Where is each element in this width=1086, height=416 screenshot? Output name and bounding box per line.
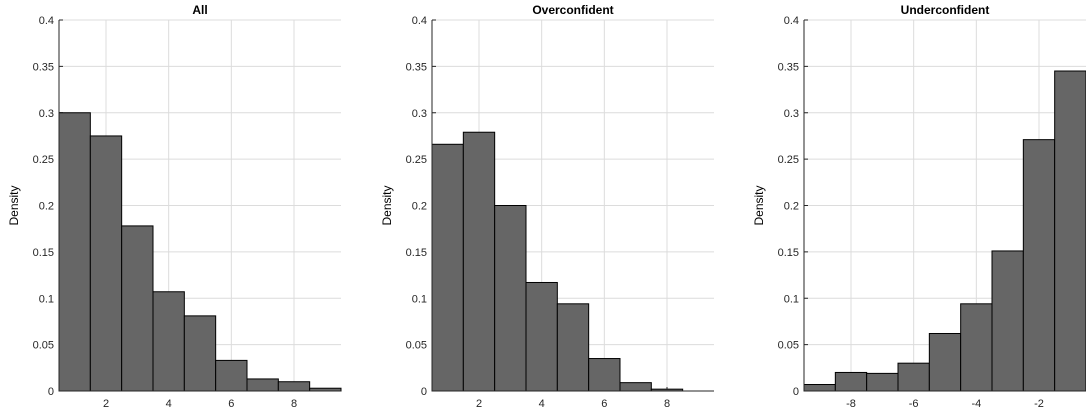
y-tick-label: 0.3 <box>784 108 799 120</box>
x-tick-label: 8 <box>291 398 297 410</box>
y-tick-label: 0.05 <box>778 340 799 352</box>
histogram-bar <box>246 378 279 392</box>
axis-lines <box>431 20 714 392</box>
y-tick-label: 0.15 <box>406 247 427 259</box>
y-tick-label: 0 <box>421 386 427 398</box>
x-tick-label: -6 <box>909 398 919 410</box>
histogram-bar <box>619 382 652 392</box>
chart-title: All <box>192 3 207 17</box>
histogram-bar <box>494 205 527 392</box>
histogram-bar <box>183 315 217 392</box>
y-axis-label: Density <box>752 185 766 225</box>
y-tick-label: 0.1 <box>784 293 799 305</box>
histogram-bar <box>215 359 248 392</box>
y-axis-label: Density <box>380 185 394 225</box>
histogram-bar <box>525 281 558 392</box>
y-tick-label: 0.25 <box>778 154 799 166</box>
histogram-bar <box>431 143 464 392</box>
histogram-bar <box>928 332 962 392</box>
y-tick-label: 0.05 <box>406 340 427 352</box>
y-tick-label: 0.15 <box>33 247 54 259</box>
x-tick-label: 2 <box>103 398 109 410</box>
x-tick-label: 4 <box>166 398 172 410</box>
x-tick-label: 4 <box>539 398 545 410</box>
y-tick-label: 0.2 <box>784 201 799 213</box>
histogram-bar <box>462 131 496 392</box>
histogram-bar <box>803 384 836 392</box>
histogram-bar <box>834 371 868 392</box>
histogram-bar <box>121 225 154 392</box>
histogram-bar <box>866 372 899 392</box>
y-tick-label: 0.25 <box>406 154 427 166</box>
y-tick-label: 0.3 <box>39 108 54 120</box>
y-tick-label: 0 <box>48 386 54 398</box>
y-tick-label: 0 <box>793 386 799 398</box>
x-tick-label: 6 <box>601 398 607 410</box>
y-tick-label: 0.2 <box>412 201 427 213</box>
y-tick-label: 0.35 <box>33 61 54 73</box>
x-tick-label: 8 <box>664 398 670 410</box>
y-tick-label: 0.4 <box>784 15 799 27</box>
y-tick-label: 0.4 <box>412 15 427 27</box>
y-tick-label: 0.2 <box>39 201 54 213</box>
y-tick-label: 0.1 <box>412 293 427 305</box>
histogram-bar <box>991 250 1024 392</box>
chart-title: Underconfident <box>901 3 990 17</box>
histogram-bar <box>58 112 91 392</box>
chart-panel-3: 0 0.05 0.1 0.15 0.2 0.25 0.3 0.35 0.4 -8 -6 -4 -2 Und… <box>752 3 1086 410</box>
histogram-bar <box>960 303 993 392</box>
histogram-bar <box>556 303 590 392</box>
y-tick-label: 0.25 <box>33 154 54 166</box>
histogram-bar <box>1022 139 1056 392</box>
y-tick-label: 0.05 <box>33 340 54 352</box>
x-tick-label: -2 <box>1034 398 1044 410</box>
histogram-bar <box>277 381 311 392</box>
chart-panel-1: 0 0.05 0.1 0.15 0.2 0.25 0.3 0.35 0.4 2 4 6 8 All Dens… <box>7 3 342 410</box>
histogram-bar <box>152 291 185 392</box>
y-tick-label: 0.1 <box>39 293 54 305</box>
axis-lines <box>58 20 341 392</box>
chart-title: Overconfident <box>532 3 613 17</box>
histogram-bar <box>1054 70 1086 392</box>
x-tick-label: -8 <box>846 398 856 410</box>
y-tick-label: 0.4 <box>39 15 54 27</box>
x-tick-label: 6 <box>228 398 234 410</box>
x-tick-label: 2 <box>476 398 482 410</box>
chart-panel-2: 0 0.05 0.1 0.15 0.2 0.25 0.3 0.35 0.4 2 4 6 8 Overcon… <box>380 3 714 410</box>
y-axis-label: Density <box>7 185 21 225</box>
histogram-bar <box>588 358 621 392</box>
histogram-bar <box>897 362 930 392</box>
y-tick-label: 0.35 <box>406 61 427 73</box>
y-tick-label: 0.35 <box>778 61 799 73</box>
x-tick-label: -4 <box>971 398 981 410</box>
y-tick-label: 0.3 <box>412 108 427 120</box>
histogram-bar <box>89 135 123 392</box>
axis-lines <box>803 20 1086 392</box>
y-tick-label: 0.15 <box>778 247 799 259</box>
